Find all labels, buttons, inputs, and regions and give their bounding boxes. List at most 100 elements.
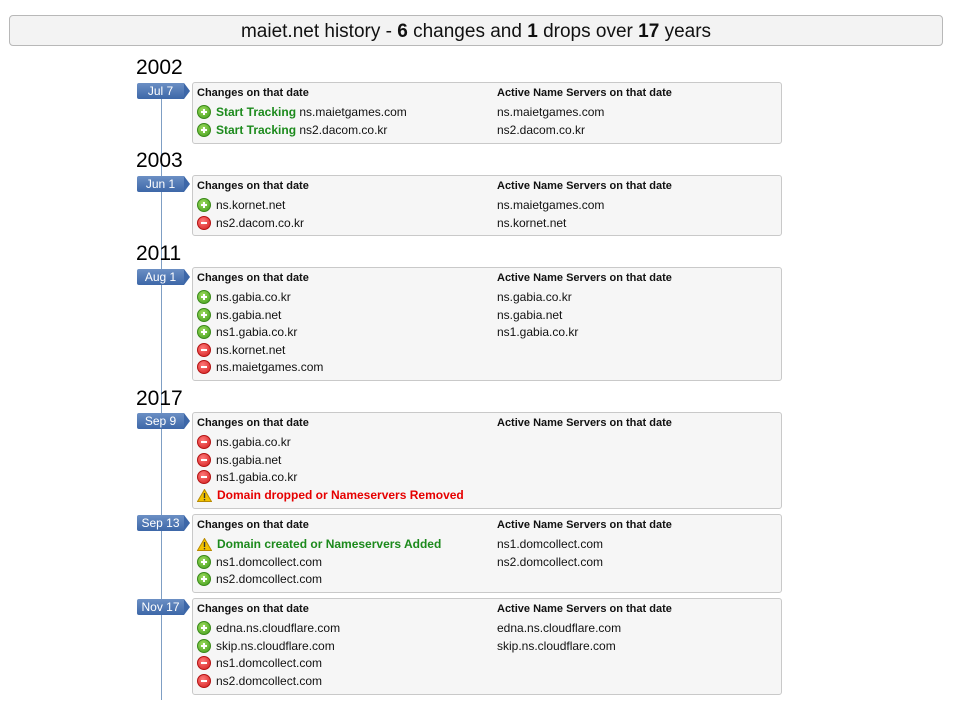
change-row: ns.kornet.net xyxy=(197,342,285,359)
add-icon xyxy=(197,554,211,569)
nameserver-name: ns.gabia.net xyxy=(216,307,282,322)
nameserver-name: ns1.gabia.co.kr xyxy=(216,325,298,339)
add-icon xyxy=(197,122,211,137)
active-nameserver: ns.maietgames.com xyxy=(497,198,605,212)
warning-icon xyxy=(197,538,212,551)
change-row: Domain dropped or Nameservers Removed xyxy=(197,487,464,504)
date-tag: Sep 13 xyxy=(137,515,190,531)
change-entry: Changes on that date Active Name Servers … xyxy=(192,175,782,236)
nameserver-name: skip.ns.cloudflare.com xyxy=(216,638,335,653)
active-ns-column-header: Active Name Servers on that date xyxy=(497,272,672,284)
nameserver-name: ns.kornet.net xyxy=(216,342,286,357)
remove-icon xyxy=(197,435,211,449)
add-icon xyxy=(197,307,211,322)
change-row: ns.kornet.net xyxy=(197,197,285,214)
active-nameserver: skip.ns.cloudflare.com xyxy=(497,638,616,653)
status-alert: Domain created or Nameservers Added xyxy=(217,537,442,551)
add-icon xyxy=(197,290,211,304)
active-ns-column-header: Active Name Servers on that date xyxy=(497,603,672,615)
remove-icon xyxy=(197,673,211,688)
active-nameserver: ns.maietgames.com xyxy=(497,105,605,119)
active-nameserver: ns.gabia.co.kr xyxy=(497,290,572,304)
remove-icon xyxy=(197,470,211,484)
nameserver-name: ns2.domcollect.com xyxy=(216,572,323,586)
active-nameserver: ns1.gabia.co.kr xyxy=(497,325,579,339)
page-title: maiet.net history - 6 changes and 1 drop… xyxy=(9,15,943,46)
changes-column-header: Changes on that date xyxy=(197,87,309,99)
title-years-text: years xyxy=(664,21,712,42)
change-row: edna.ns.cloudflare.com xyxy=(197,620,340,637)
nameserver-name: ns.maietgames.com xyxy=(216,360,324,374)
nameserver-name: ns1.domcollect.com xyxy=(216,656,323,670)
changes-count: 6 xyxy=(397,21,408,42)
nameserver-name: ns.gabia.co.kr xyxy=(216,435,291,449)
status-alert: Domain dropped or Nameservers Removed xyxy=(217,487,464,502)
nameserver-name: ns.gabia.co.kr xyxy=(216,290,291,304)
add-icon xyxy=(197,105,211,119)
change-entry: Changes on that date Active Name Servers … xyxy=(192,267,782,381)
add-icon xyxy=(197,621,211,635)
start-tracking-label: Start Tracking xyxy=(216,105,300,119)
active-nameserver: ns2.domcollect.com xyxy=(497,554,604,569)
title-drops-text: drops over xyxy=(543,21,633,42)
timeline-line xyxy=(161,97,162,700)
nameserver-name: ns2.domcollect.com xyxy=(216,673,323,688)
change-row: ns2.dacom.co.kr xyxy=(197,215,304,232)
change-row: ns.gabia.net xyxy=(197,452,281,469)
change-row: ns2.domcollect.com xyxy=(197,673,322,690)
nameserver-name: ns.gabia.net xyxy=(216,452,282,467)
remove-icon xyxy=(197,656,211,670)
active-ns-column-header: Active Name Servers on that date xyxy=(497,519,672,531)
change-row: skip.ns.cloudflare.com xyxy=(197,638,335,655)
nameserver-name: ns.maietgames.com xyxy=(299,105,407,119)
add-icon xyxy=(197,572,211,586)
add-icon xyxy=(197,198,211,212)
change-entry: Changes on that date Active Name Servers … xyxy=(192,598,782,695)
change-row: ns.gabia.co.kr xyxy=(197,289,291,306)
remove-icon xyxy=(197,360,211,374)
drops-count: 1 xyxy=(527,21,538,42)
change-row: ns.gabia.co.kr xyxy=(197,434,291,451)
change-entry: Changes on that date Active Name Servers … xyxy=(192,412,782,509)
change-entry: Changes on that date Active Name Servers … xyxy=(192,514,782,593)
nameserver-name: edna.ns.cloudflare.com xyxy=(216,621,341,635)
remove-icon xyxy=(197,215,211,230)
year-heading: 2011 xyxy=(136,242,182,265)
change-row: ns1.domcollect.com xyxy=(197,554,322,571)
active-ns-column-header: Active Name Servers on that date xyxy=(497,180,672,192)
remove-icon xyxy=(197,342,211,357)
changes-column-header: Changes on that date xyxy=(197,519,309,531)
change-row: Start Tracking ns.maietgames.com xyxy=(197,104,407,121)
nameserver-name: ns2.dacom.co.kr xyxy=(216,215,305,230)
change-row: Domain created or Nameservers Added xyxy=(197,536,441,553)
nameserver-name: ns.kornet.net xyxy=(216,198,286,212)
active-nameserver: ns.gabia.net xyxy=(497,307,563,322)
change-row: ns1.gabia.co.kr xyxy=(197,469,297,486)
active-nameserver: ns1.domcollect.com xyxy=(497,537,604,551)
date-tag: Jun 1 xyxy=(137,176,190,192)
change-row: ns1.domcollect.com xyxy=(197,655,322,672)
date-tag: Nov 17 xyxy=(137,599,190,615)
active-nameserver: edna.ns.cloudflare.com xyxy=(497,621,622,635)
start-tracking-label: Start Tracking xyxy=(216,122,300,137)
change-row: ns1.gabia.co.kr xyxy=(197,324,297,341)
change-entry: Changes on that date Active Name Servers … xyxy=(192,82,782,144)
active-nameserver: ns.kornet.net xyxy=(497,215,567,230)
remove-icon xyxy=(197,452,211,467)
active-nameserver: ns2.dacom.co.kr xyxy=(497,122,586,137)
change-row: Start Tracking ns2.dacom.co.kr xyxy=(197,122,387,139)
title-history-text: history - xyxy=(324,21,398,42)
changes-column-header: Changes on that date xyxy=(197,417,309,429)
nameserver-name: ns2.dacom.co.kr xyxy=(299,122,388,137)
add-icon xyxy=(197,638,211,653)
year-heading: 2002 xyxy=(136,56,183,79)
date-tag: Jul 7 xyxy=(137,83,190,99)
date-tag: Sep 9 xyxy=(137,413,190,429)
active-ns-column-header: Active Name Servers on that date xyxy=(497,87,672,99)
change-row: ns2.domcollect.com xyxy=(197,571,322,588)
changes-column-header: Changes on that date xyxy=(197,180,309,192)
active-ns-column-header: Active Name Servers on that date xyxy=(497,417,672,429)
add-icon xyxy=(197,325,211,339)
change-row: ns.gabia.net xyxy=(197,307,281,324)
domain-name: maiet.net xyxy=(240,21,320,42)
